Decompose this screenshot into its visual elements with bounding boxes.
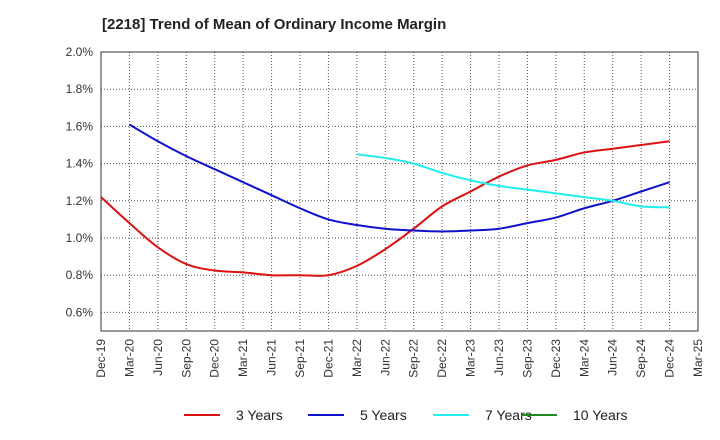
legend-swatch [184,414,220,416]
legend-swatch [433,414,469,416]
x-tick-label: Jun-20 [151,339,165,376]
x-tick-label: Mar-20 [122,339,136,377]
x-tick-label: Jun-23 [492,339,506,376]
legend-label: 3 Years [236,407,283,423]
x-tick-label: Dec-22 [435,339,449,378]
x-tick-label: Mar-24 [577,339,591,377]
x-tick-label: Dec-24 [663,339,677,378]
legend-item-5-years: 5 Years [308,404,407,426]
x-tick-label: Mar-25 [691,339,705,377]
x-tick-label: Jun-24 [606,339,620,376]
legend-swatch [308,414,344,416]
series-line-5-years [128,123,670,233]
x-tick-label: Dec-20 [208,339,222,378]
x-tick-label: Mar-23 [464,339,478,377]
x-tick-label: Dec-23 [549,339,563,378]
x-tick-label: Sep-24 [634,339,648,378]
x-tick-label: Mar-21 [236,339,250,377]
legend-label: 10 Years [573,407,628,423]
legend: 3 Years 5 Years 7 Years 10 Years [0,404,720,426]
series-line-7-years [356,153,670,209]
y-tick-label: 1.6% [66,119,94,133]
x-tick-label: Sep-21 [293,339,307,378]
series-line-3-years [100,140,670,277]
legend-item-7-years: 7 Years [433,404,532,426]
y-tick-label: 1.4% [66,157,94,171]
series-layer [100,123,670,277]
plot-frame [100,51,699,332]
y-tick-label: 1.2% [66,194,94,208]
y-tick-label: 1.8% [66,82,94,96]
chart-title: [2218] Trend of Mean of Ordinary Income … [102,16,447,33]
x-tick-label: Sep-20 [179,339,193,378]
legend-item-3-years: 3 Years [184,404,283,426]
y-tick-label: 0.8% [66,268,94,282]
y-tick-label: 0.6% [66,305,94,319]
axis-layer: 0.6% 0.8% 1.0% 1.2% 1.4% 1.6% 1.8% 2.0% Dec-19 Ma… [66,45,705,378]
legend-swatch [521,414,557,416]
y-tick-label: 1.0% [66,231,94,245]
grid-layer [101,52,698,331]
y-tick-label: 2.0% [66,45,94,59]
x-tick-label: Jun-22 [378,339,392,376]
x-tick-label: Dec-21 [321,339,335,378]
x-tick-label: Sep-22 [407,339,421,378]
x-tick-label: Dec-19 [94,339,108,378]
legend-label: 7 Years [485,407,532,423]
legend-item-10-years: 10 Years [521,404,628,426]
x-tick-label: Sep-23 [520,339,534,378]
x-tick-label: Mar-22 [350,339,364,377]
x-tick-label: Jun-21 [265,339,279,376]
legend-label: 5 Years [360,407,407,423]
